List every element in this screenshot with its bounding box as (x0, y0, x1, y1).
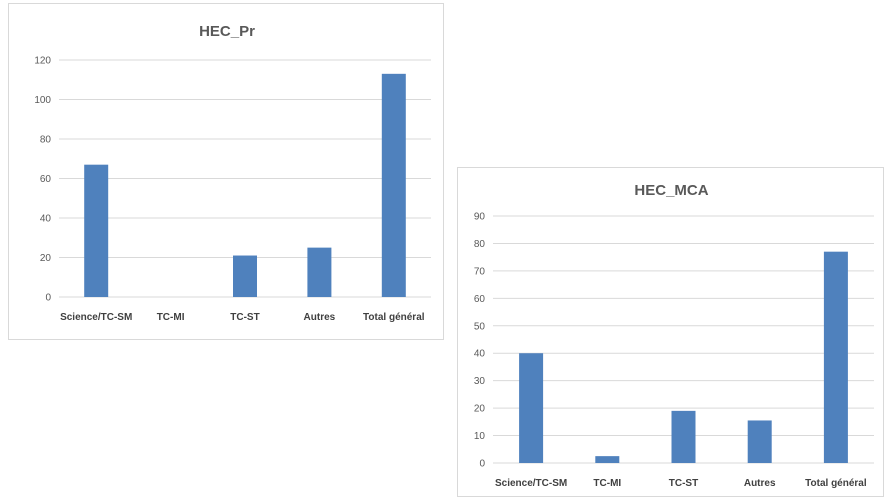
y-tick-label: 20 (474, 404, 486, 415)
y-tick-label: 20 (40, 253, 52, 264)
bar-hec-pr-3 (307, 247, 332, 297)
x-category-label: TC-MI (157, 312, 185, 323)
chart-hec-pr-svg: HEC_Pr 0 20 40 60 80 100 120 Science/TC-SM TC-MI T… (34, 23, 431, 323)
bar-hec-pr-4 (381, 73, 406, 297)
y-tick-label: 120 (34, 56, 51, 67)
bar-hec-mca-2 (671, 410, 696, 463)
chart-hec-pr: HEC_Pr 0 20 40 60 80 100 120 Science/TC-SM TC-MI T… (8, 3, 444, 340)
y-tick-label: 100 (34, 95, 51, 106)
x-category-label: Autres (744, 478, 776, 489)
chart-title: HEC_Pr (199, 23, 255, 40)
chart-hec-mca: HEC_MCA 0 10 20 30 40 50 60 70 80 90 Science/TC-SM T… (457, 167, 884, 497)
y-tick-label: 50 (474, 321, 486, 332)
chart-hec-mca-svg: HEC_MCA 0 10 20 30 40 50 60 70 80 90 Science/TC-SM T… (474, 182, 874, 489)
y-tick-label: 0 (479, 459, 485, 470)
x-category-label: Total général (363, 312, 425, 323)
y-tick-label: 40 (40, 214, 52, 225)
y-tick-label: 60 (474, 294, 486, 305)
x-category-label: Science/TC-SM (60, 312, 132, 323)
bar-hec-mca-1 (595, 456, 620, 463)
x-category-label: Science/TC-SM (495, 478, 567, 489)
x-category-label: Autres (304, 312, 336, 323)
chart-title: HEC_MCA (634, 182, 708, 199)
bar-hec-pr-2 (233, 255, 257, 297)
x-category-label: TC-MI (593, 478, 621, 489)
x-category-label: TC-ST (669, 478, 698, 489)
y-tick-label: 80 (474, 239, 486, 250)
x-category-label: TC-ST (230, 312, 259, 323)
y-tick-label: 70 (474, 266, 486, 277)
y-tick-label: 30 (474, 376, 486, 387)
y-tick-label: 10 (474, 431, 486, 442)
y-tick-label: 90 (474, 212, 486, 223)
x-category-label: Total général (805, 478, 867, 489)
y-tick-label: 60 (40, 174, 52, 185)
y-tick-label: 40 (474, 349, 486, 360)
bar-hec-mca-3 (747, 420, 772, 463)
y-tick-label: 0 (45, 293, 51, 304)
y-tick-label: 80 (40, 135, 52, 146)
bar-hec-pr-0 (84, 164, 109, 297)
bar-hec-mca-0 (519, 353, 544, 463)
bar-hec-mca-4 (823, 251, 848, 463)
